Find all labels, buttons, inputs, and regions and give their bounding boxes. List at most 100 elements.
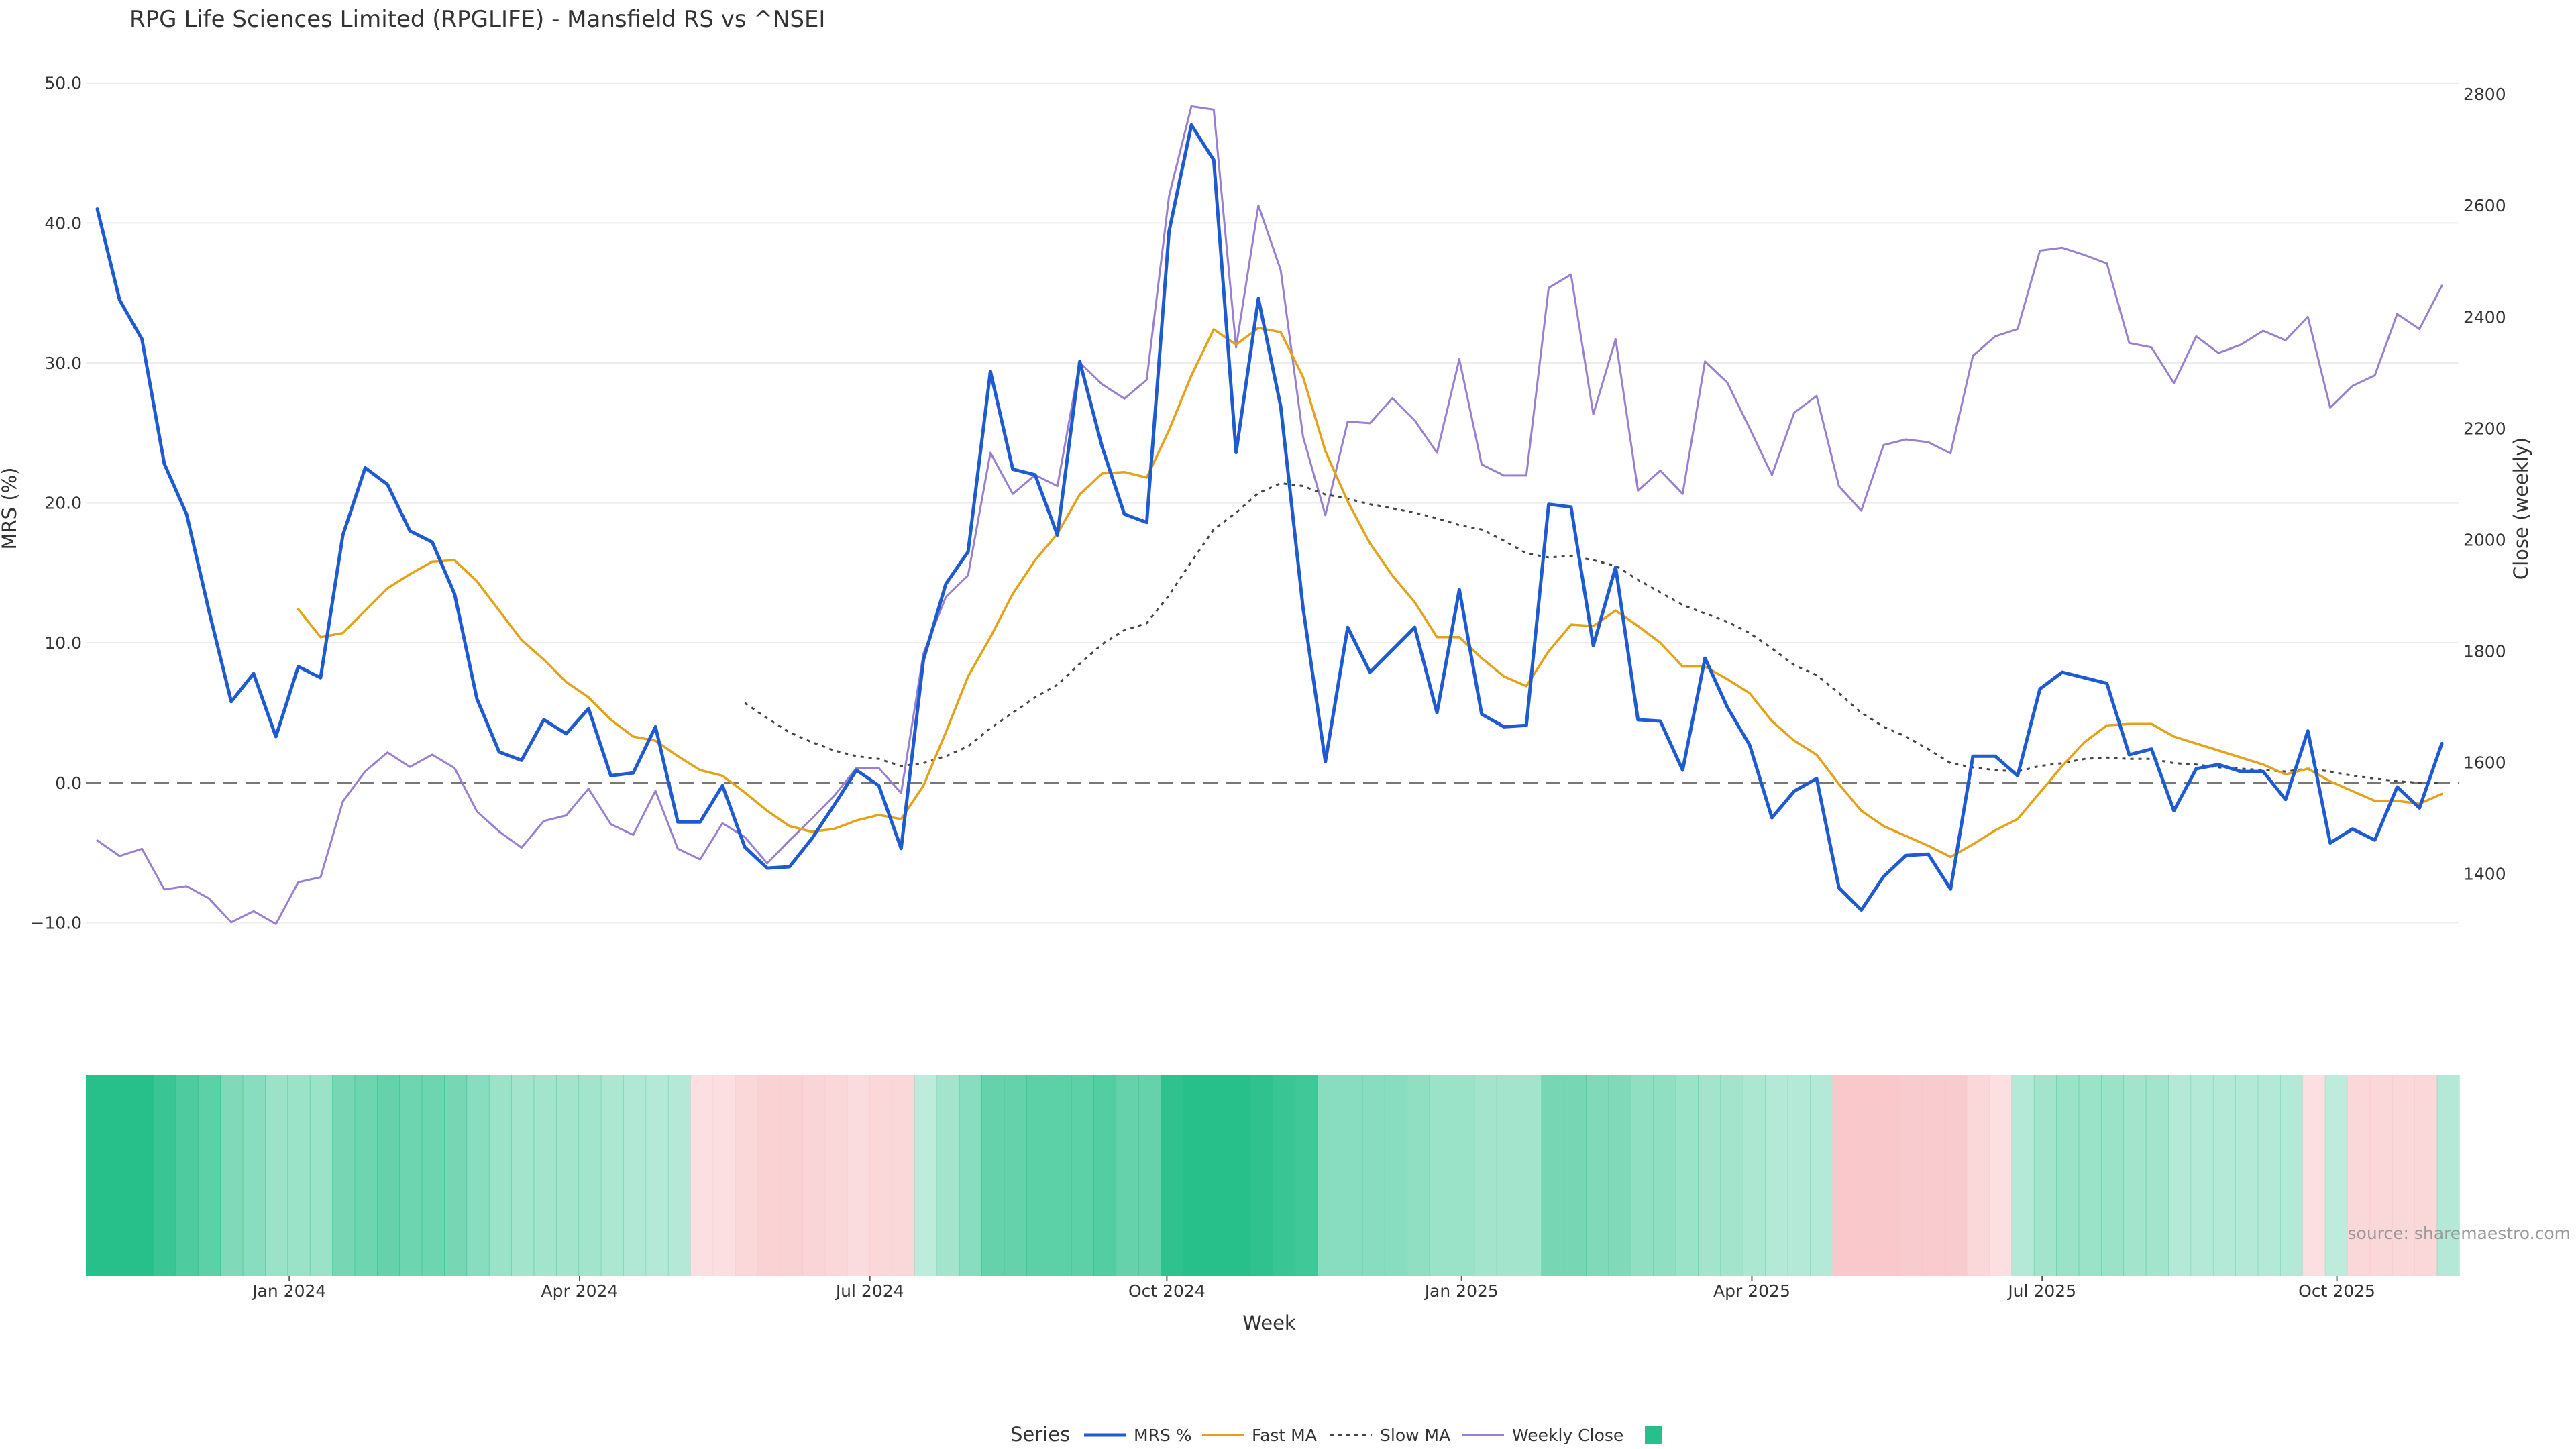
y-axis-left-label: MRS (%) — [0, 468, 21, 550]
y-right-tick-label: 1400 — [2463, 865, 2506, 884]
heatmap-cell — [2100, 1075, 2125, 1276]
y-right-tick-label: 2800 — [2463, 85, 2506, 104]
heatmap-cell — [287, 1075, 311, 1276]
heatmap-cell — [1362, 1075, 1385, 1276]
heatmap-cell — [1496, 1075, 1519, 1276]
heatmap-cell — [914, 1075, 938, 1276]
y-right-tick-label: 1600 — [2463, 753, 2506, 773]
heatmap-cell — [399, 1075, 423, 1276]
heatmap-cell — [2078, 1075, 2102, 1276]
x-tick-label: Jan 2025 — [1424, 1281, 1499, 1301]
heatmap-cell — [1205, 1075, 1229, 1276]
heatmap-cell — [1429, 1075, 1452, 1276]
heatmap-cell — [376, 1075, 400, 1276]
heatmap-cell — [735, 1075, 759, 1276]
heatmap-cell — [1966, 1075, 1990, 1276]
heatmap-cell — [2392, 1075, 2416, 1276]
heatmap-cell — [1228, 1075, 1251, 1276]
y-right-tick-label: 2200 — [2463, 419, 2506, 438]
heatmap-cell — [667, 1075, 691, 1276]
y-axis-left: 50.0 40.0 30.0 20.0 10.0 0.0 −10.0 — [30, 74, 82, 933]
heatmap-cell — [1116, 1075, 1139, 1276]
heatmap-cell — [175, 1075, 199, 1276]
heatmap-cell — [108, 1075, 131, 1276]
heatmap-cell — [86, 1075, 109, 1276]
chart-title: RPG Life Sciences Limited (RPGLIFE) - Ma… — [129, 6, 825, 33]
heatmap-cell — [802, 1075, 826, 1276]
legend-label: Fast MA — [1252, 1426, 1317, 1445]
heatmap-cell — [444, 1075, 468, 1276]
x-tick-label: Apr 2024 — [541, 1281, 619, 1301]
heatmap-cell — [1384, 1075, 1408, 1276]
y-axis-right-label: Close (weekly) — [2510, 437, 2532, 580]
heatmap-cell — [600, 1075, 624, 1276]
heatmap-cell — [869, 1075, 893, 1276]
heatmap-cell — [981, 1075, 1005, 1276]
y-left-tick-label: 50.0 — [44, 74, 82, 93]
heatmap-cell — [1899, 1075, 1923, 1276]
heatmap-cell — [936, 1075, 960, 1276]
heatmap-cell — [2212, 1075, 2237, 1276]
x-axis-label: Week — [1242, 1311, 1296, 1334]
heatmap-cell — [153, 1075, 176, 1276]
heatmap-cell — [847, 1075, 871, 1276]
heatmap-cell — [959, 1075, 982, 1276]
heatmap-cell — [2414, 1075, 2438, 1276]
heatmap-cell — [2011, 1075, 2035, 1276]
y-right-tick-label: 1800 — [2463, 641, 2506, 661]
heatmap-cell — [265, 1075, 288, 1276]
source-note: source: sharemaestro.com — [2348, 1224, 2571, 1243]
heatmap-cell — [2235, 1075, 2259, 1276]
heatmap-cell — [555, 1075, 580, 1276]
y-left-tick-label: −10.0 — [30, 913, 82, 932]
heatmap-cell — [1049, 1075, 1072, 1276]
heatmap-cell — [645, 1075, 669, 1276]
heatmap-cell — [1273, 1075, 1296, 1276]
y-left-tick-label: 10.0 — [44, 633, 82, 653]
heatmap-cell — [1653, 1075, 1676, 1276]
heatmap-strip — [86, 1075, 2460, 1276]
heatmap-cell — [1810, 1075, 1833, 1276]
heatmap-cell — [332, 1075, 356, 1276]
heatmap-cell — [1854, 1075, 1878, 1276]
heatmap-cell — [2436, 1075, 2460, 1276]
heatmap-cell — [2145, 1075, 2169, 1276]
heatmap-cell — [1183, 1075, 1206, 1276]
y-left-tick-label: 30.0 — [44, 354, 82, 373]
heatmap-cell — [1295, 1075, 1318, 1276]
heatmap-cell — [2056, 1075, 2080, 1276]
heatmap-cell — [1742, 1075, 1766, 1276]
heatmap-cell — [2324, 1075, 2348, 1276]
y-axis-right: 2800 2600 2400 2200 2000 1800 1600 1400 — [2463, 85, 2506, 884]
heatmap-cell — [578, 1075, 602, 1276]
heatmap-cell — [1675, 1075, 1699, 1276]
y-left-tick-label: 40.0 — [44, 213, 82, 233]
grid-lines — [86, 82, 2459, 924]
heatmap-cell — [780, 1075, 803, 1276]
heatmap-cell — [1474, 1075, 1497, 1276]
heatmap-cell — [1586, 1075, 1609, 1276]
heatmap-cell — [892, 1075, 915, 1276]
x-tick-label: Oct 2025 — [2298, 1281, 2375, 1301]
fast-ma-line — [297, 327, 2443, 859]
heatmap-cell — [623, 1075, 647, 1276]
slow-ma-line — [744, 482, 2442, 784]
heatmap-cell — [1765, 1075, 1788, 1276]
heatmap-cell — [757, 1075, 781, 1276]
heatmap-cell — [1071, 1075, 1094, 1276]
heatmap-cell — [511, 1075, 535, 1276]
heatmap-cell — [1093, 1075, 1117, 1276]
heatmap-cell — [1877, 1075, 1900, 1276]
heatmap-cell — [1698, 1075, 1721, 1276]
heatmap-cell — [1787, 1075, 1811, 1276]
heatmap-cell — [2168, 1075, 2192, 1276]
heatmap-cell — [2257, 1075, 2281, 1276]
heatmap-cell — [533, 1075, 557, 1276]
heatmap-cell — [1452, 1075, 1475, 1276]
heatmap-cell — [1832, 1075, 1856, 1276]
heatmap-cell — [242, 1075, 266, 1276]
heatmap-cell — [1407, 1075, 1430, 1276]
y-left-tick-label: 20.0 — [44, 494, 82, 513]
x-axis: Jan 2024 Apr 2024 Jul 2024 Oct 2024 Jan 2025… — [251, 1276, 2375, 1301]
